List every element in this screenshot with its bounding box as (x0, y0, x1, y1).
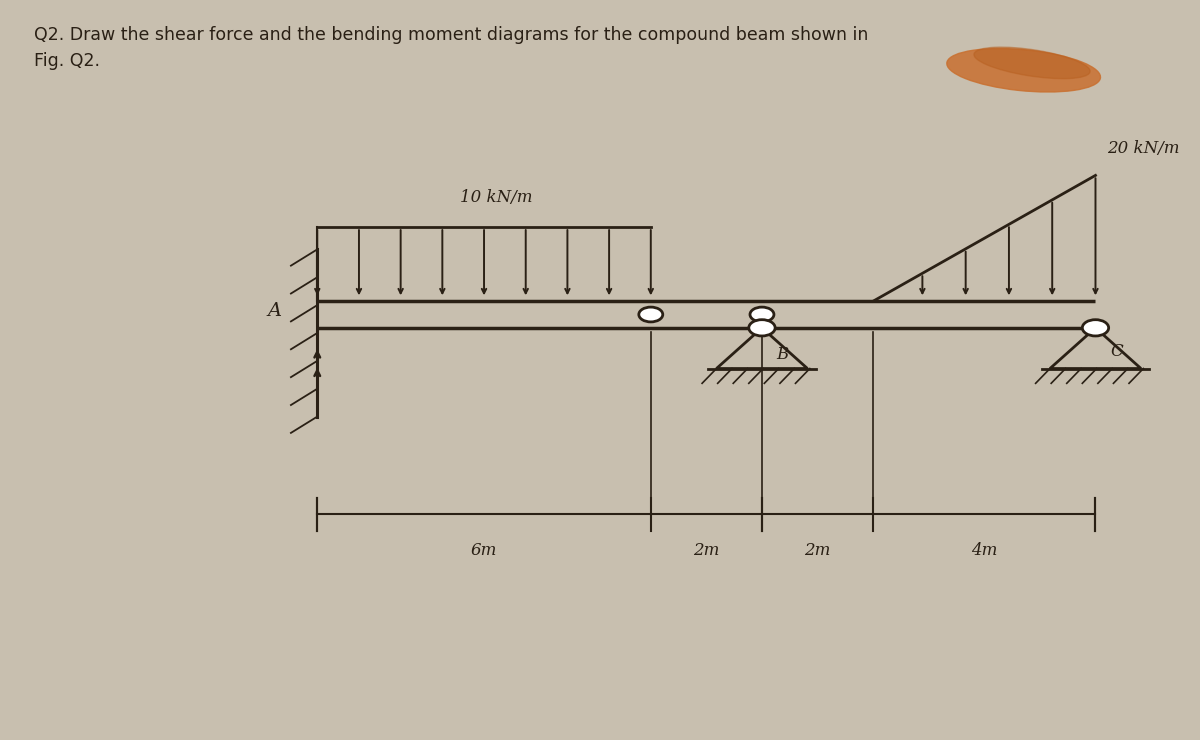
Ellipse shape (947, 49, 1100, 92)
Text: 20 kN/m: 20 kN/m (1108, 140, 1180, 157)
Circle shape (749, 320, 775, 336)
Circle shape (1082, 320, 1109, 336)
Circle shape (638, 307, 662, 322)
Text: C: C (1110, 343, 1123, 360)
Circle shape (750, 307, 774, 322)
Text: A: A (268, 302, 281, 320)
Ellipse shape (974, 47, 1090, 78)
Text: 4m: 4m (971, 542, 997, 559)
Text: B: B (776, 346, 788, 363)
Text: 6m: 6m (470, 542, 497, 559)
Text: Q2. Draw the shear force and the bending moment diagrams for the compound beam s: Q2. Draw the shear force and the bending… (34, 26, 868, 70)
Text: 2m: 2m (804, 542, 830, 559)
Text: 10 kN/m: 10 kN/m (460, 189, 533, 206)
Text: 2m: 2m (694, 542, 720, 559)
